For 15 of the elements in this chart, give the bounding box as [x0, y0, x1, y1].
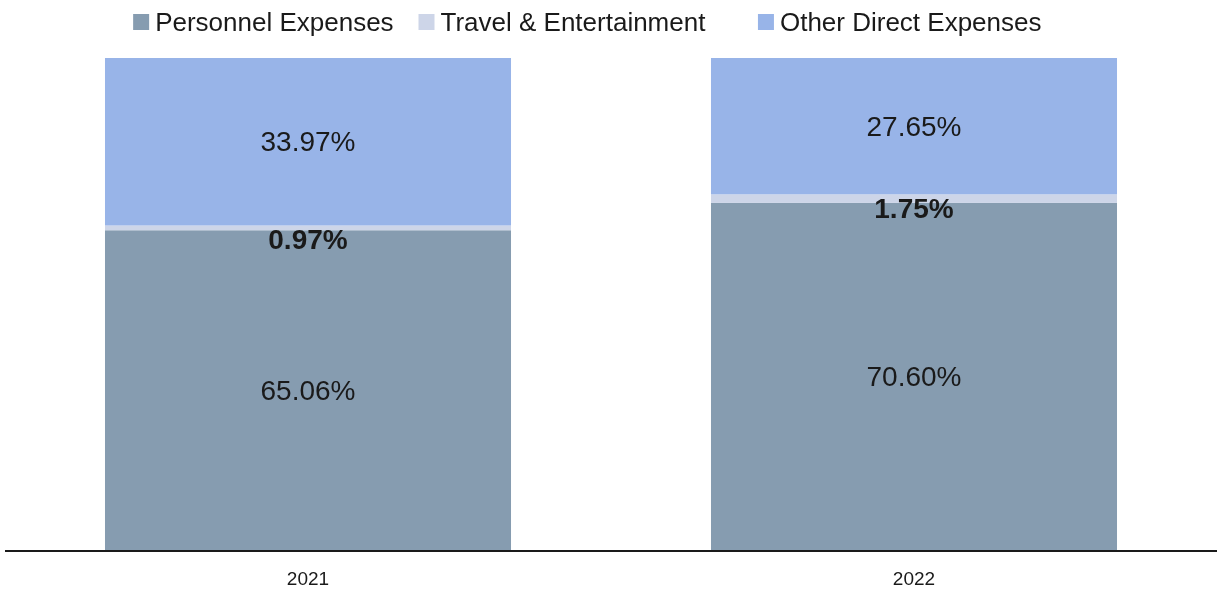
bar — [710, 58, 1118, 195]
bar — [104, 230, 512, 551]
bar — [104, 225, 512, 231]
legend-label: Other Direct Expenses — [779, 7, 1042, 37]
x-tick-label: 2022 — [892, 568, 936, 589]
data-label: 70.60% — [866, 361, 962, 393]
legend-label: Travel & Entertainment — [440, 7, 707, 37]
data-label: 65.06% — [260, 375, 356, 407]
data-label: 1.75% — [874, 192, 954, 224]
data-label: 0.97% — [268, 223, 348, 255]
data-label: 33.97% — [260, 126, 356, 158]
x-tick-label: 2021 — [286, 568, 330, 589]
data-label: 27.65% — [866, 110, 962, 142]
bar — [104, 58, 512, 226]
legend-label: Personnel Expenses — [155, 7, 394, 37]
